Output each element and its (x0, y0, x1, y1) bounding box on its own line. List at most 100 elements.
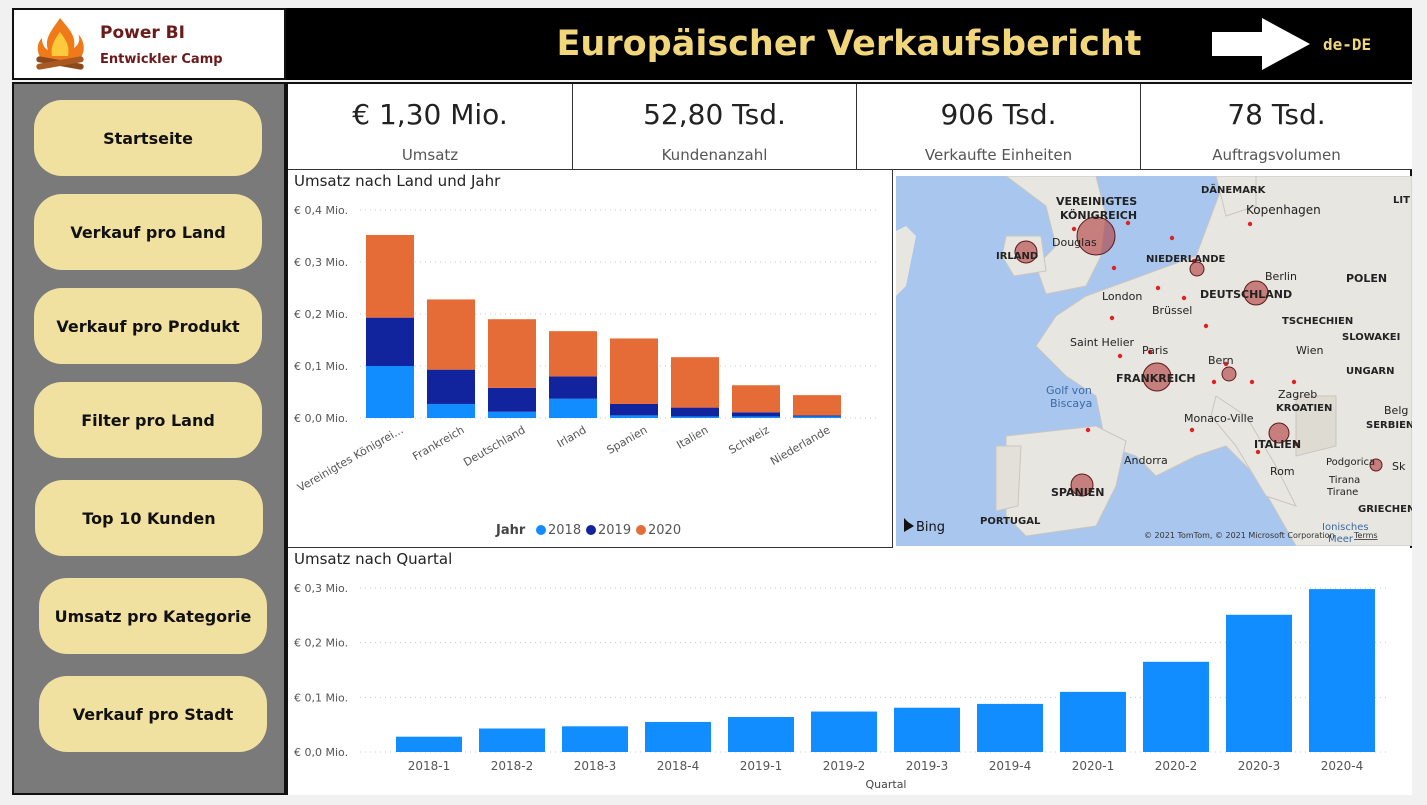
legend-marker (536, 525, 546, 535)
city-dot (1085, 427, 1091, 433)
chart-panel-land-jahr: Umsatz nach Land und Jahr € 0,0 Mio. € 0,… (288, 170, 893, 548)
map-city-bern: Bern (1208, 354, 1234, 367)
bar-segment-2020 (549, 331, 597, 377)
map-bubble (1142, 362, 1172, 392)
bar-segment-2019 (549, 376, 597, 399)
x-tick-label: 2019-3 (906, 759, 949, 773)
bar-segment-2020 (427, 299, 475, 370)
kpi-label: Umsatz (401, 146, 459, 164)
city-dot (1223, 361, 1229, 367)
x-tick-label: 2020-3 (1238, 759, 1281, 773)
bar-segment-2019 (671, 407, 719, 417)
nav-button-top-10-kunden[interactable]: Top 10 Kunden (35, 480, 263, 556)
kpi-card-kundenanzahl: 52,80 Tsd. Kundenanzahl (573, 84, 857, 170)
nav-button-verkauf-pro-stadt[interactable]: Verkauf pro Stadt (39, 676, 267, 752)
bar-segment-2019 (610, 403, 658, 416)
map-bubble (1014, 240, 1038, 264)
page-title: Europäischer Verkaufsbericht (556, 24, 1142, 64)
arrow-right-icon[interactable] (1212, 18, 1312, 70)
bar (396, 736, 462, 752)
map-city-douglas: Douglas (1052, 236, 1097, 249)
x-tick-label: Irland (555, 423, 589, 450)
legend-marker (586, 525, 596, 535)
map-label-portugal: PORTUGAL (980, 516, 1041, 527)
y-tick-label: € 0,1 Mio. (294, 691, 348, 704)
bing-logo-icon (904, 518, 914, 532)
y-tick-label: € 0,1 Mio. (294, 360, 348, 373)
city-dot (1189, 427, 1195, 433)
chart-umsatz-quartal: € 0,0 Mio. € 0,1 Mio. € 0,2 Mio. € 0,3 Mio.… (294, 582, 1390, 791)
map-sea-meer: Meer (1328, 534, 1354, 545)
x-tick-label: 2019-4 (989, 759, 1032, 773)
map-city-london: London (1102, 290, 1142, 303)
city-dot (1111, 265, 1117, 271)
city-dot (1155, 285, 1161, 291)
kpi-value: 52,80 Tsd. (643, 98, 786, 131)
bar-segment-2019 (732, 412, 780, 417)
chart-title: Umsatz nach Quartal (294, 550, 453, 568)
europe-map[interactable]: VEREINIGTES KÖNIGREICH IRLAND NIEDERLAND… (896, 176, 1412, 546)
bar-segment-2020 (671, 357, 719, 408)
main-report-area: € 1,30 Mio. Umsatz 52,80 Tsd. Kundenanza… (286, 82, 1412, 795)
bar-segment-2018 (366, 366, 414, 418)
map-copyright: © 2021 TomTom, © 2021 Microsoft Corporat… (1144, 531, 1335, 540)
map-city-paris: Paris (1142, 344, 1168, 357)
bar-segment-2019 (427, 369, 475, 404)
kpi-value: € 1,30 Mio. (352, 98, 508, 131)
x-tick-label: 2020-1 (1072, 759, 1115, 773)
map-city-sk: Sk (1392, 460, 1406, 473)
bar-segment-2020 (488, 319, 536, 388)
chart-umsatz-land-jahr: € 0,0 Mio. € 0,1 Mio. € 0,2 Mio. € 0,3 Mio.… (294, 204, 880, 538)
map-sea-biscaya: Biscaya (1050, 397, 1092, 410)
x-tick-label: 2018-3 (574, 759, 617, 773)
campfire-icon (36, 18, 84, 70)
bar (645, 721, 711, 752)
nav-button-verkauf-pro-produkt[interactable]: Verkauf pro Produkt (34, 288, 262, 364)
nav-button-filter-pro-land[interactable]: Filter pro Land (34, 382, 262, 458)
city-dot (1109, 315, 1115, 321)
map-label-italien: ITALIEN (1254, 438, 1301, 451)
map-city-andorra: Andorra (1124, 454, 1168, 467)
x-tick-label: Deutschland (461, 423, 527, 469)
kpi-label: Auftragsvolumen (1212, 146, 1341, 164)
bar (562, 726, 628, 752)
nav-button-startseite[interactable]: Startseite (34, 100, 262, 176)
map-bubble (1243, 280, 1269, 306)
bar-segment-2019 (793, 415, 841, 417)
bar-segment-2018 (610, 415, 658, 418)
map-terms-link[interactable]: Terms (1353, 531, 1378, 540)
map-city-kopenhagen: Kopenhagen (1246, 203, 1321, 217)
map-bubble (1070, 473, 1094, 497)
legend-label: 2020 (648, 523, 681, 538)
city-dot (1291, 379, 1297, 385)
map-bubble (1369, 458, 1383, 472)
map-city-rom: Rom (1270, 465, 1295, 478)
city-dot (1169, 235, 1175, 241)
map-visual[interactable]: VEREINIGTES KÖNIGREICH IRLAND NIEDERLAND… (896, 176, 1412, 546)
kpi-value: 906 Tsd. (940, 98, 1057, 131)
y-tick-label: € 0,4 Mio. (294, 204, 348, 217)
city-dot (1293, 441, 1299, 447)
sidebar-nav: Startseite Verkauf pro Land Verkauf pro … (12, 82, 286, 795)
map-label-niederlande: NIEDERLANDE (1146, 254, 1226, 265)
logo-subtitle: Entwickler Camp (100, 52, 223, 67)
map-brand: Bing (916, 520, 945, 535)
map-city-belg: Belg (1384, 404, 1408, 417)
city-dot (1211, 379, 1217, 385)
map-bubble (1221, 366, 1237, 382)
logo-title: Power BI (100, 23, 185, 43)
map-label-kroatien: KROATIEN (1276, 403, 1332, 414)
map-label-serbien: SERBIEN (1366, 420, 1412, 431)
nav-button-umsatz-pro-kategorie[interactable]: Umsatz pro Kategorie (39, 578, 267, 654)
x-tick-label: 2020-4 (1321, 759, 1364, 773)
map-label-ungarn: UNGARN (1346, 366, 1395, 377)
legend-marker (636, 525, 646, 535)
map-label-polen: POLEN (1346, 272, 1387, 285)
nav-button-verkauf-pro-land[interactable]: Verkauf pro Land (34, 194, 262, 270)
map-label-spanien: SPANIEN (1051, 486, 1105, 499)
y-tick-label: € 0,3 Mio. (294, 582, 348, 595)
x-tick-label: 2020-2 (1155, 759, 1198, 773)
map-label-griechen: GRIECHEN (1358, 504, 1412, 515)
legend-title: Jahr (495, 523, 526, 538)
map-label-frankreich: FRANKREICH (1116, 372, 1196, 385)
